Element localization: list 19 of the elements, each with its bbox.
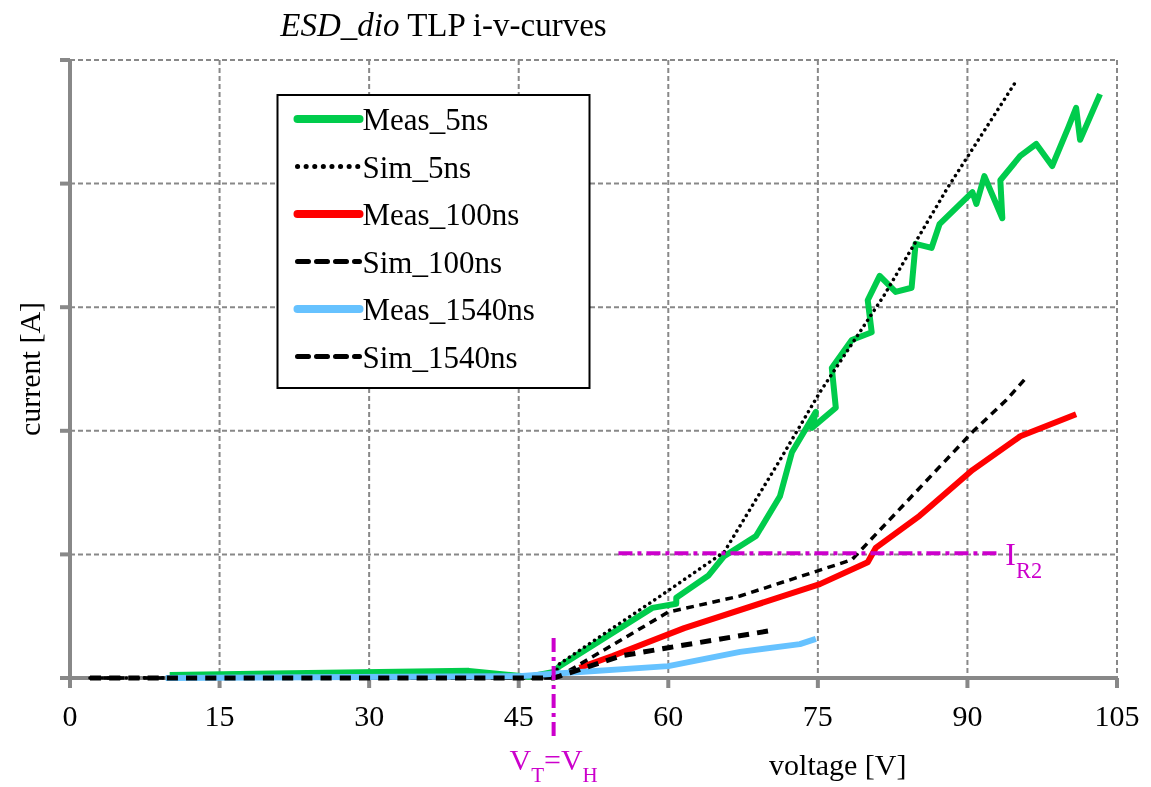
x-tick-label: 105 (1094, 699, 1140, 732)
x-tick-label: 30 (354, 699, 385, 732)
x-tick-label: 15 (204, 699, 235, 732)
ref-line-label: V$_{T}$=V$_{H}$ (509, 743, 598, 787)
x-tick-label: 90 (952, 699, 983, 732)
x-tick-label: 60 (653, 699, 684, 732)
x-tick-label: 0 (62, 699, 78, 732)
x-tick-label: 45 (503, 699, 534, 732)
chart-title: ESD_dio TLP i-v-curves (279, 7, 607, 43)
legend-label: Meas_5ns (362, 102, 489, 137)
x-tick-label: 75 (802, 699, 833, 732)
legend-label: Meas_1540ns (362, 292, 535, 327)
legend-label: Sim_1540ns (362, 339, 518, 375)
legend-label: Sim_100ns (362, 244, 503, 280)
x-axis-title: voltage [V] (769, 748, 907, 781)
ref-line-label: I$_{R2}$ (1005, 536, 1043, 583)
legend-label: Meas_100ns (362, 197, 520, 232)
y-axis-title: current [A] (13, 301, 46, 437)
legend-label: Sim_5ns (362, 149, 472, 185)
